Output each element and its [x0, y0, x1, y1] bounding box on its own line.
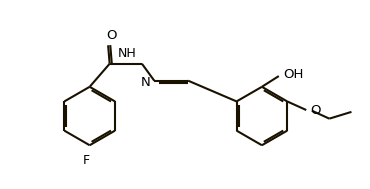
Text: N: N	[141, 76, 150, 89]
Text: F: F	[83, 153, 90, 167]
Text: O: O	[310, 105, 320, 117]
Text: OH: OH	[283, 68, 304, 81]
Text: NH: NH	[118, 47, 137, 60]
Text: O: O	[106, 29, 117, 42]
